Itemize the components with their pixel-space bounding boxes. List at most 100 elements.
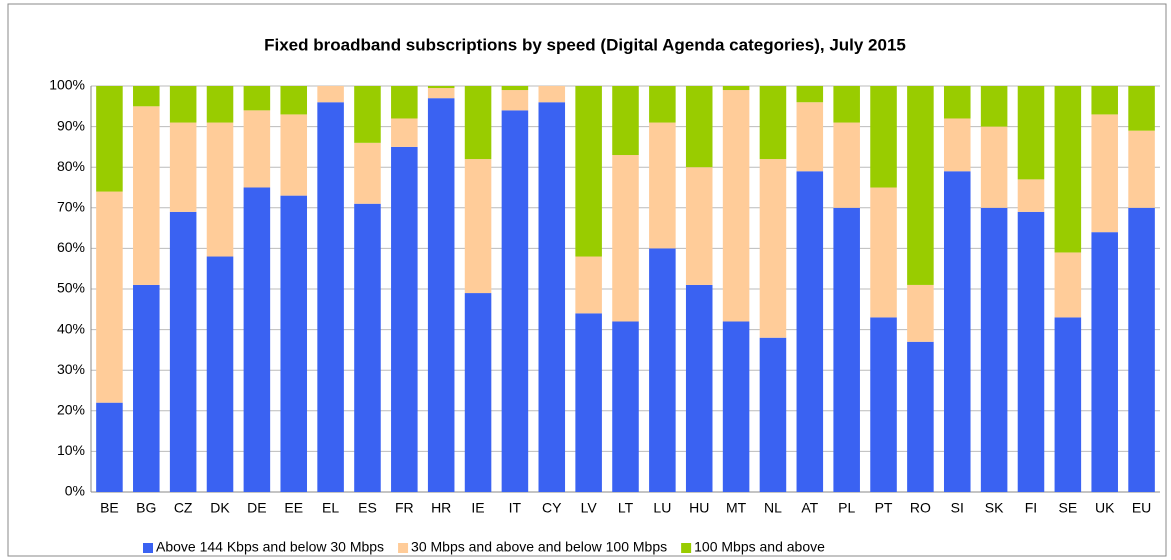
- bar-segment: [722, 86, 750, 91]
- bar-segment: [317, 102, 344, 493]
- y-tick-label: 60%: [57, 239, 85, 255]
- bar-segment: [280, 114, 308, 196]
- x-tick-label: BG: [136, 500, 156, 516]
- bar-segment: [612, 155, 639, 322]
- bar-segment: [759, 337, 787, 492]
- legend-swatch: [143, 543, 153, 553]
- bar-segment: [796, 102, 824, 172]
- bar-segment: [870, 317, 897, 492]
- bar-segment: [1017, 211, 1045, 493]
- bar-segment: [833, 86, 860, 123]
- bar-segment: [759, 86, 787, 160]
- bar-segment: [1091, 114, 1118, 233]
- bar-segment: [501, 90, 529, 111]
- bar-segment: [206, 86, 234, 123]
- bar-segment: [391, 86, 418, 119]
- bar-segment: [96, 402, 123, 492]
- bar-segment: [1128, 207, 1155, 493]
- x-tick-label: LT: [618, 500, 634, 516]
- bar-segment: [833, 207, 860, 493]
- bar-segment: [575, 86, 602, 257]
- bar-segment: [391, 146, 418, 492]
- x-tick-label: NL: [764, 500, 782, 516]
- x-tick-label: AT: [801, 500, 818, 516]
- bar-segment: [538, 86, 566, 103]
- bar-segment: [575, 256, 602, 314]
- bar-segment: [833, 122, 860, 208]
- x-tick-label: LV: [581, 500, 598, 516]
- x-tick-label: HU: [689, 500, 709, 516]
- chart-title: Fixed broadband subscriptions by speed (…: [264, 35, 906, 54]
- bar-segment: [280, 195, 308, 492]
- x-tick-label: MT: [726, 500, 747, 516]
- bar-segment: [575, 313, 602, 492]
- y-tick-label: 100%: [49, 77, 85, 93]
- bar-segment: [427, 88, 455, 99]
- bar-segment: [980, 207, 1008, 493]
- bar-segment: [133, 284, 160, 492]
- bar-segment: [980, 86, 1008, 127]
- bar-segment: [206, 122, 234, 257]
- bar-segment: [501, 110, 529, 493]
- bar-segment: [354, 142, 381, 204]
- bar-segment: [796, 171, 824, 492]
- bar-segment: [1091, 232, 1118, 492]
- y-tick-label: 0%: [65, 483, 85, 499]
- bar-segment: [685, 167, 713, 285]
- bar-segment: [169, 211, 197, 493]
- x-tick-label: DK: [210, 500, 230, 516]
- bar-segment: [907, 86, 934, 285]
- bar-segment: [1128, 130, 1155, 208]
- x-tick-label: HR: [431, 500, 451, 516]
- x-tick-label: FR: [395, 500, 414, 516]
- legend-swatch: [681, 543, 692, 553]
- bar-segment: [391, 118, 418, 147]
- bar-segment: [133, 106, 160, 285]
- bar-segment: [943, 86, 971, 119]
- x-tick-label: SI: [951, 500, 964, 516]
- bar-segment: [501, 86, 529, 91]
- x-tick-label: BE: [100, 500, 119, 516]
- bar-segment: [464, 159, 492, 294]
- bar-segment: [354, 86, 381, 143]
- x-tick-label: EE: [284, 500, 303, 516]
- legend-label: Above 144 Kbps and below 30 Mbps: [156, 539, 384, 555]
- bar-segment: [943, 171, 971, 492]
- bar-segment: [464, 86, 492, 160]
- bar-segment: [1017, 86, 1045, 180]
- bar-segment: [243, 110, 271, 188]
- x-tick-label: IT: [509, 500, 522, 516]
- x-tick-label: IE: [471, 500, 484, 516]
- bar-segment: [685, 86, 713, 168]
- bar-segment: [1054, 252, 1082, 318]
- bar-segment: [96, 191, 123, 403]
- x-tick-label: EL: [322, 500, 339, 516]
- x-tick-label: SK: [985, 500, 1004, 516]
- bar-segment: [280, 86, 308, 115]
- y-tick-label: 20%: [57, 402, 85, 418]
- bar-segment: [464, 293, 492, 492]
- x-tick-label: CY: [542, 500, 562, 516]
- bar-segment: [169, 86, 197, 123]
- bar-segment: [243, 86, 271, 111]
- bar-segment: [612, 86, 639, 156]
- bar-segment: [317, 86, 344, 103]
- x-tick-label: CZ: [174, 500, 193, 516]
- bar-segment: [133, 86, 160, 107]
- y-tick-label: 90%: [57, 117, 85, 133]
- bar-segment: [722, 90, 750, 322]
- x-tick-label: DE: [247, 500, 266, 516]
- x-tick-label: LU: [653, 500, 671, 516]
- x-tick-label: RO: [910, 500, 931, 516]
- bar-segment: [685, 284, 713, 492]
- y-tick-label: 10%: [57, 442, 85, 458]
- x-tick-label: SE: [1059, 500, 1078, 516]
- bar-segment: [612, 321, 639, 492]
- x-tick-label: ES: [358, 500, 377, 516]
- bar-segment: [980, 126, 1008, 208]
- bar-segment: [1091, 86, 1118, 115]
- bar-segment: [649, 122, 676, 249]
- bar-segment: [1054, 86, 1082, 253]
- y-tick-label: 80%: [57, 158, 85, 174]
- bar-segment: [907, 341, 934, 492]
